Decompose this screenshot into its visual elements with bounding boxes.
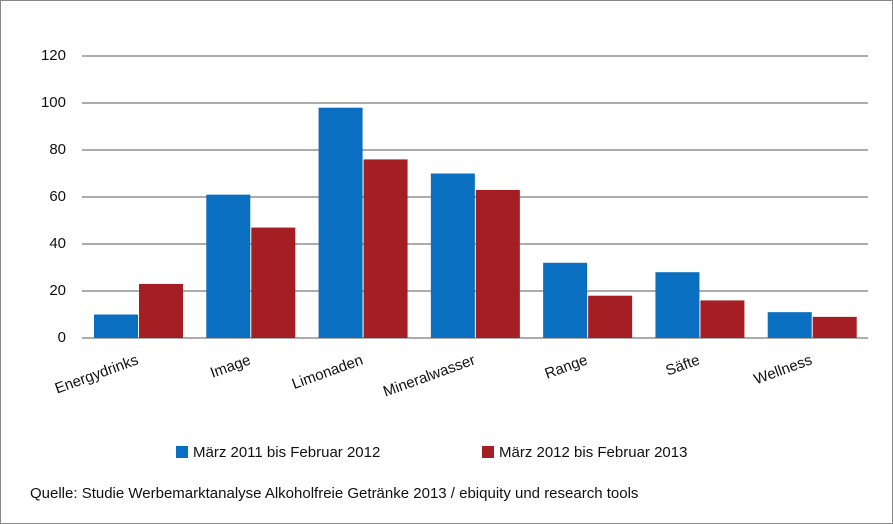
y-tick-label: 120 (41, 47, 66, 64)
bar (139, 283, 183, 338)
bar (363, 159, 408, 338)
y-tick-label: 80 (49, 141, 66, 158)
bar (430, 173, 475, 338)
y-tick-label: 40 (49, 235, 66, 252)
legend-swatch (482, 446, 494, 458)
legend-label: März 2012 bis Februar 2013 (499, 444, 687, 461)
legend-label: März 2011 bis Februar 2012 (193, 444, 380, 461)
bar (543, 262, 588, 338)
bar (94, 314, 138, 338)
bar (767, 312, 812, 338)
bar (812, 316, 857, 338)
bar (318, 107, 363, 338)
y-tick-label: 20 (49, 282, 66, 299)
source-note: Quelle: Studie Werbemarktanalyse Alkohol… (30, 485, 638, 502)
bar (206, 194, 251, 338)
bar (700, 300, 745, 338)
bar (655, 272, 700, 338)
y-tick-label: 100 (41, 94, 66, 111)
bar (588, 295, 633, 338)
bar (475, 189, 520, 338)
legend-swatch (176, 446, 188, 458)
y-tick-label: 0 (58, 329, 66, 346)
y-tick-label: 60 (49, 188, 66, 205)
bar (251, 227, 296, 338)
